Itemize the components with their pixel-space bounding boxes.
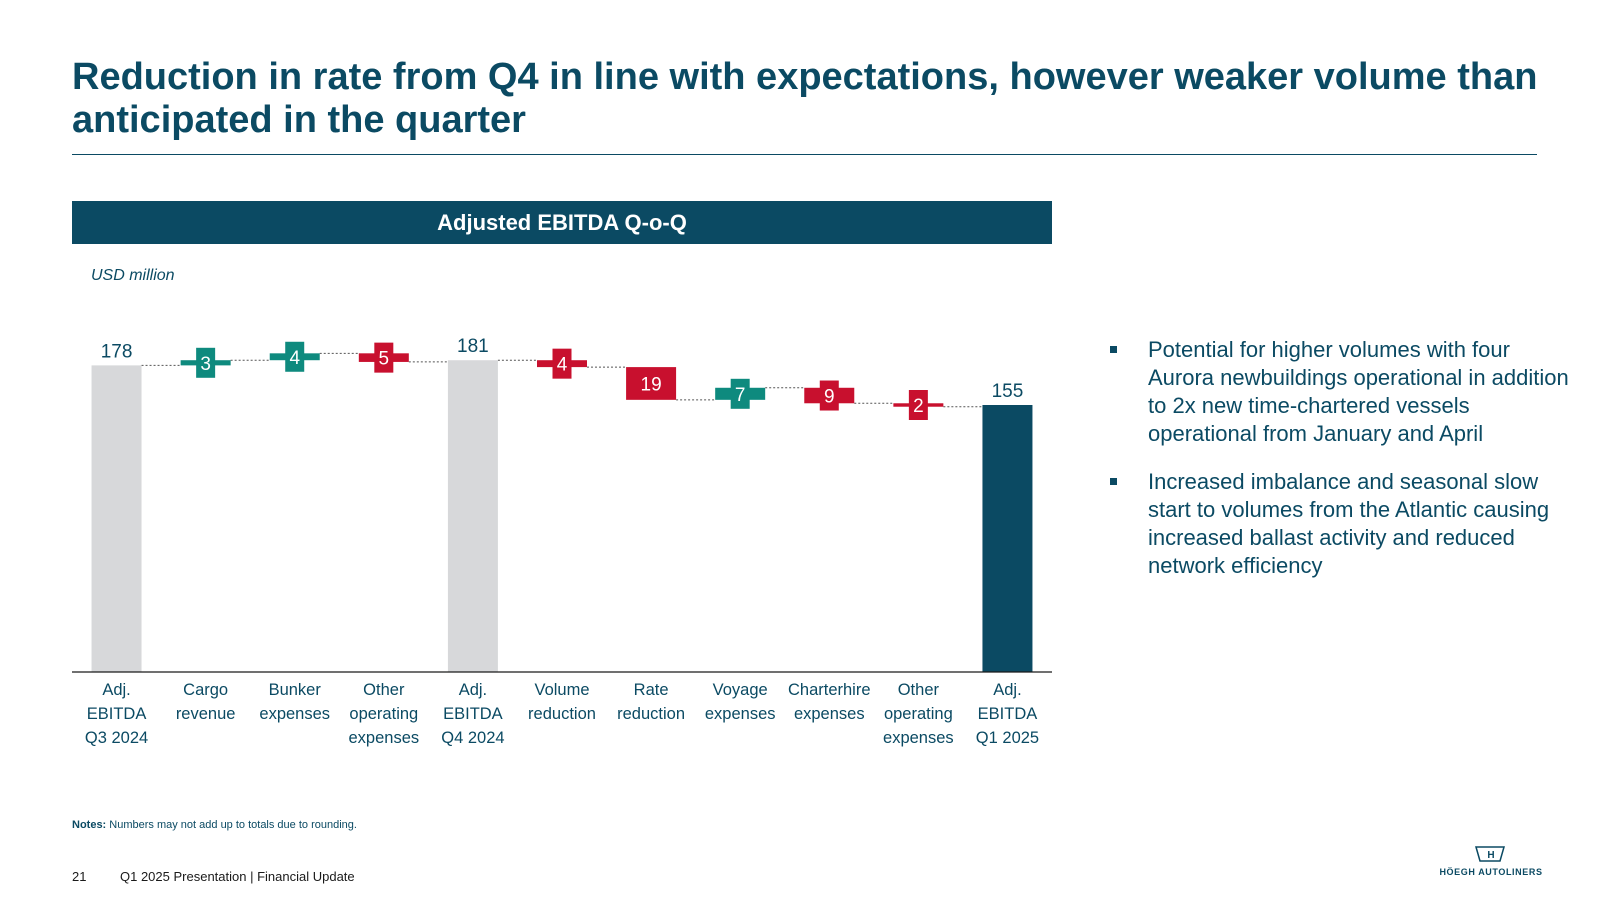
category-label: Rate [634, 681, 669, 699]
bullet-marker-icon [1110, 346, 1117, 353]
bullet-text: Potential for higher volumes with four A… [1148, 337, 1569, 446]
logo-mark: H [1487, 850, 1494, 861]
page-title: Reduction in rate from Q4 in line with e… [72, 56, 1538, 141]
category-label: revenue [176, 705, 236, 723]
value-label: 3 [200, 354, 211, 375]
bullet-item: Increased imbalance and seasonal slow st… [1110, 468, 1570, 580]
bar [626, 367, 677, 400]
category-label: Other [363, 681, 405, 699]
category-label: Adj. [459, 681, 487, 699]
category-label: operating [884, 705, 953, 723]
category-label: Volume [534, 681, 589, 699]
category-label: expenses [348, 729, 419, 747]
category-label: Q4 2024 [441, 729, 504, 747]
value-label: 7 [735, 385, 746, 406]
notes-label: Notes: [72, 819, 107, 831]
category-label: Q1 2025 [976, 729, 1039, 747]
chart-header: Adjusted EBITDA Q-o-Q [72, 201, 1052, 244]
category-label: Adj. [993, 681, 1021, 699]
bullet-item: Potential for higher volumes with four A… [1110, 336, 1570, 448]
value-label: 5 [379, 349, 390, 370]
bar [982, 405, 1033, 672]
footer: 21 Q1 2025 Presentation | Financial Updat… [72, 869, 355, 884]
bullet-list: Potential for higher volumes with four A… [1110, 336, 1570, 600]
category-label: expenses [259, 705, 330, 723]
category-label: reduction [617, 705, 685, 723]
waterfall-chart: 178 Adj. EBITDA Q3 2024 3 Cargo revenue 4 Bunker… [72, 336, 1052, 747]
logo-text: HÖEGH AUTOLINERS [1439, 867, 1543, 877]
category-label: Cargo [183, 681, 228, 699]
category-label: Adj. [102, 681, 130, 699]
category-label: operating [349, 705, 418, 723]
bar [447, 360, 498, 672]
category-label: Other [898, 681, 940, 699]
notes: Notes: Numbers may not add up to totals … [72, 819, 357, 831]
category-label: Charterhire [788, 681, 871, 699]
category-label: Q3 2024 [85, 729, 148, 747]
category-label: expenses [794, 705, 865, 723]
value-label: 2 [913, 396, 924, 417]
value-label: 155 [992, 381, 1024, 402]
bullet-marker-icon [1110, 478, 1117, 485]
value-label: 19 [641, 374, 662, 395]
footer-text: Q1 2025 Presentation | Financial Update [120, 869, 355, 884]
value-label-box [908, 390, 928, 420]
value-label-box [730, 378, 750, 409]
bar [91, 365, 142, 672]
value-label-box [552, 348, 572, 379]
value-label-box [285, 341, 305, 372]
category-label: EBITDA [87, 705, 147, 723]
category-label: Bunker [269, 681, 322, 699]
value-label-box [374, 342, 394, 373]
category-label: reduction [528, 705, 596, 723]
page-number: 21 [72, 869, 87, 884]
value-label: 4 [289, 348, 300, 369]
ship-logo-icon: H [1475, 846, 1505, 862]
category-label: expenses [705, 705, 776, 723]
category-label: EBITDA [443, 705, 503, 723]
unit-label: USD million [91, 267, 175, 284]
notes-text: Numbers may not add up to totals due to … [106, 819, 357, 831]
value-label: 4 [557, 355, 568, 376]
value-label: 9 [824, 387, 835, 408]
value-label-box [819, 380, 839, 411]
category-label: Voyage [713, 681, 768, 699]
category-label: expenses [883, 729, 954, 747]
value-label-box [196, 347, 216, 378]
bullet-text: Increased imbalance and seasonal slow st… [1148, 469, 1550, 578]
title-divider [72, 154, 1537, 155]
category-label: EBITDA [978, 705, 1038, 723]
company-logo: H HÖEGH AUTOLINERS [1436, 843, 1546, 883]
value-label: 181 [457, 336, 489, 357]
value-label: 178 [101, 341, 133, 362]
